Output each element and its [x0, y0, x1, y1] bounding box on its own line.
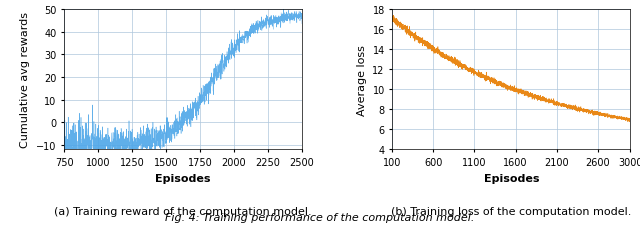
- X-axis label: Episodes: Episodes: [156, 173, 211, 183]
- Text: (b) Training loss of the computation model.: (b) Training loss of the computation mod…: [391, 206, 632, 216]
- Y-axis label: Cumulative avg rewards: Cumulative avg rewards: [20, 12, 31, 148]
- Text: Fig. 4: Training performance of the computation model.: Fig. 4: Training performance of the comp…: [165, 212, 475, 222]
- X-axis label: Episodes: Episodes: [484, 173, 539, 183]
- Y-axis label: Average loss: Average loss: [357, 45, 367, 115]
- Text: (a) Training reward of the computation model.: (a) Training reward of the computation m…: [54, 206, 312, 216]
